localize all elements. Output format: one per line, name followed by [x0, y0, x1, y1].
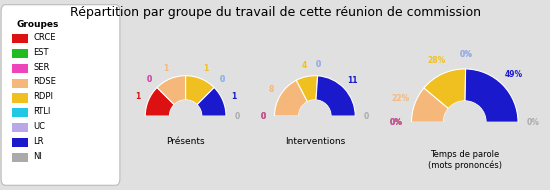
Text: 0%: 0% — [390, 118, 403, 127]
Text: Présents: Présents — [166, 137, 205, 146]
Text: 11: 11 — [348, 76, 358, 85]
Text: CRCE: CRCE — [33, 33, 56, 42]
Bar — [12, 138, 28, 147]
Text: 0%: 0% — [390, 118, 403, 127]
Polygon shape — [145, 116, 226, 136]
Polygon shape — [274, 116, 355, 136]
Wedge shape — [186, 76, 214, 105]
Text: 1: 1 — [135, 92, 140, 101]
Bar — [12, 64, 28, 73]
Text: UC: UC — [33, 122, 45, 131]
Text: RDSE: RDSE — [33, 77, 56, 86]
Text: 1: 1 — [203, 64, 208, 73]
Text: 0%: 0% — [390, 118, 403, 127]
Text: 0: 0 — [316, 60, 321, 69]
Text: 0%: 0% — [459, 50, 472, 59]
Text: 0: 0 — [219, 75, 225, 84]
Text: 0: 0 — [364, 112, 369, 121]
Text: 0: 0 — [235, 112, 240, 121]
Text: RDPI: RDPI — [33, 92, 53, 101]
Bar — [12, 108, 28, 117]
Wedge shape — [296, 76, 318, 102]
Text: 0: 0 — [219, 75, 225, 84]
Text: Répartition par groupe du travail de cette réunion de commission: Répartition par groupe du travail de cet… — [69, 6, 481, 19]
Wedge shape — [169, 100, 202, 116]
Wedge shape — [411, 88, 448, 122]
Text: EST: EST — [33, 48, 48, 57]
Text: 0: 0 — [261, 112, 266, 121]
Text: SER: SER — [33, 63, 50, 72]
Wedge shape — [299, 100, 331, 116]
Text: LR: LR — [33, 137, 43, 146]
Bar — [12, 123, 28, 132]
Text: 1: 1 — [231, 92, 236, 101]
Polygon shape — [411, 122, 518, 149]
Text: 49%: 49% — [504, 70, 522, 79]
Bar — [12, 153, 28, 162]
Bar — [12, 49, 28, 58]
Text: 0: 0 — [316, 60, 321, 69]
Text: RTLI: RTLI — [33, 107, 51, 116]
Text: NI: NI — [33, 152, 42, 161]
Wedge shape — [274, 80, 307, 116]
Text: 0: 0 — [261, 112, 266, 121]
Wedge shape — [465, 69, 518, 122]
Text: 0: 0 — [146, 75, 152, 84]
Text: 0%: 0% — [459, 50, 472, 59]
Text: 0%: 0% — [526, 118, 540, 127]
Text: Interventions: Interventions — [285, 137, 345, 146]
FancyBboxPatch shape — [1, 5, 120, 185]
Wedge shape — [424, 69, 466, 108]
Text: Groupes: Groupes — [16, 20, 59, 29]
Text: 28%: 28% — [427, 56, 446, 65]
Wedge shape — [443, 101, 486, 122]
Bar — [12, 34, 28, 43]
Text: 0: 0 — [261, 112, 266, 121]
Text: 0: 0 — [146, 75, 152, 84]
Text: Temps de parole
(mots prononcés): Temps de parole (mots prononcés) — [428, 150, 502, 170]
Text: 8: 8 — [268, 85, 273, 94]
Bar — [12, 78, 28, 88]
Wedge shape — [157, 76, 186, 105]
Text: 22%: 22% — [392, 94, 410, 103]
Wedge shape — [316, 76, 355, 116]
Wedge shape — [145, 88, 174, 116]
Wedge shape — [197, 88, 226, 116]
Text: 1: 1 — [163, 64, 168, 73]
Bar — [12, 93, 28, 103]
Text: 4: 4 — [302, 61, 307, 70]
